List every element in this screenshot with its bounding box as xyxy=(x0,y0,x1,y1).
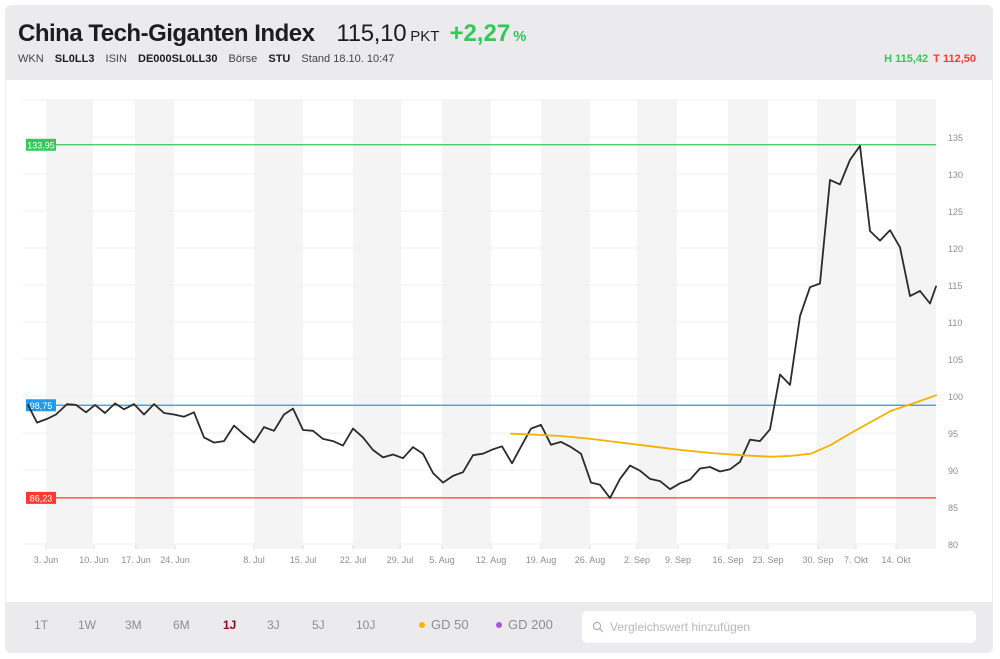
y-tick-label: 80 xyxy=(948,540,958,550)
timeframe-3j[interactable]: 3J xyxy=(267,618,280,632)
x-tick-label: 22. Jul xyxy=(340,555,367,565)
y-tick-label: 90 xyxy=(948,466,958,476)
timestamp: Stand 18.10. 10:47 xyxy=(301,53,395,65)
y-tick-label: 105 xyxy=(948,355,963,365)
x-tick-label: 7. Okt xyxy=(844,555,869,565)
x-tick-label: 15. Jul xyxy=(290,555,317,565)
reference-badge-average xyxy=(26,399,56,412)
y-tick-label: 115 xyxy=(948,281,962,291)
indicator-gd-200[interactable]: GD 200 xyxy=(496,617,553,632)
exchange-value: STU xyxy=(268,53,291,65)
week-band xyxy=(135,100,174,549)
x-tick-label: 29. Jul xyxy=(387,555,414,565)
timeframe-5j[interactable]: 5J xyxy=(312,618,325,632)
week-band xyxy=(541,100,590,549)
timeframe-6m[interactable]: 6M xyxy=(173,618,190,632)
high-low: H 115,42 T 112,50 xyxy=(884,53,976,65)
week-band xyxy=(353,100,401,549)
x-tick-label: 26. Aug xyxy=(575,555,606,565)
timeframe-3m[interactable]: 3M xyxy=(125,618,142,632)
x-tick-label: 14. Okt xyxy=(881,555,911,565)
price-change-unit: % xyxy=(513,28,527,45)
reference-badge-low xyxy=(26,491,56,504)
search-icon xyxy=(592,621,604,633)
y-tick-label: 110 xyxy=(948,318,962,328)
wkn-value: SL0LL3 xyxy=(54,53,95,65)
price-line xyxy=(27,145,937,500)
week-band xyxy=(254,100,303,549)
y-tick-label: 135 xyxy=(948,133,963,143)
day-low: T 112,50 xyxy=(933,53,976,65)
reference-badge-high xyxy=(26,138,56,151)
timeframe-1w[interactable]: 1W xyxy=(78,618,96,632)
exchange: Börse STU xyxy=(229,53,291,65)
last-price: 115,10 xyxy=(336,20,407,47)
week-band xyxy=(728,100,768,549)
x-tick-label: 30. Sep xyxy=(802,555,833,565)
indicator-label: GD 50 xyxy=(431,617,469,632)
wkn-label: WKN xyxy=(18,53,44,65)
x-tick-label: 5. Aug xyxy=(429,555,455,565)
y-tick-label: 95 xyxy=(948,429,958,439)
chart-widget: China Tech-Giganten Index 115,10 PKT +2,… xyxy=(5,5,993,653)
wkn: WKN SL0LL3 xyxy=(18,53,94,65)
x-tick-label: 17. Jun xyxy=(121,555,151,565)
price-chart[interactable]: 80 85 90 95 100 105 110 115 120 125 130 135 3. Jun 10… xyxy=(6,80,993,602)
compare-search[interactable] xyxy=(582,611,976,643)
indicator-label: GD 200 xyxy=(508,617,553,632)
x-tick-label: 2. Sep xyxy=(624,555,650,565)
y-tick-label: 120 xyxy=(948,244,963,254)
timeframe-10j[interactable]: 10J xyxy=(356,618,376,632)
isin-value: DE000SL0LL30 xyxy=(138,53,218,65)
week-band xyxy=(817,100,856,549)
quote-header: China Tech-Giganten Index 115,10 PKT +2,… xyxy=(6,6,992,80)
y-tick-label: 100 xyxy=(948,392,963,402)
reference-label-low: 86,23 xyxy=(30,493,53,503)
compare-search-input[interactable] xyxy=(610,620,950,634)
timeframe-1j[interactable]: 1J xyxy=(223,618,237,632)
price-change: +2,27 xyxy=(449,20,511,47)
week-band xyxy=(637,100,677,549)
x-tick-label: 19. Aug xyxy=(526,555,557,565)
isin: ISIN DE000SL0LL30 xyxy=(106,53,218,65)
week-band xyxy=(896,100,936,549)
indicator-gd-50[interactable]: GD 50 xyxy=(419,617,469,632)
chart-canvas[interactable]: 80 85 90 95 100 105 110 115 120 125 130 135 3. Jun 10… xyxy=(6,80,993,602)
x-tick-label: 16. Sep xyxy=(712,555,743,565)
reference-label-high: 133,95 xyxy=(27,140,55,150)
instrument-meta: WKN SL0LL3 ISIN DE000SL0LL30 Börse STU S… xyxy=(18,53,402,65)
y-tick-label: 125 xyxy=(948,207,963,217)
x-tick-label: 8. Jul xyxy=(243,555,265,565)
day-high: H 115,42 xyxy=(884,53,929,65)
gd50-line xyxy=(510,394,937,458)
legend-dot-icon xyxy=(419,621,425,628)
x-tick-label: 3. Jun xyxy=(34,555,59,565)
x-tick-label: 24. Jun xyxy=(160,555,190,565)
price-unit: PKT xyxy=(410,28,440,45)
isin-label: ISIN xyxy=(105,53,127,65)
chart-toolbar: 1T 1W 3M 6M 1J 3J 5J 10J GD 50 GD 200 xyxy=(6,602,992,652)
exchange-label: Börse xyxy=(228,53,258,65)
week-band xyxy=(46,100,93,549)
y-tick-label: 130 xyxy=(948,170,963,180)
y-tick-label: 85 xyxy=(948,503,958,513)
title-row: China Tech-Giganten Index 115,10 PKT +2,… xyxy=(18,20,527,48)
x-tick-label: 9. Sep xyxy=(665,555,691,565)
reference-label-average: 98,75 xyxy=(30,401,53,411)
x-tick-label: 10. Jun xyxy=(79,555,109,565)
week-band xyxy=(442,100,491,549)
instrument-title: China Tech-Giganten Index xyxy=(18,20,315,47)
x-tick-label: 23. Sep xyxy=(752,555,783,565)
legend-dot-icon xyxy=(496,621,502,628)
timeframe-1t[interactable]: 1T xyxy=(34,618,49,632)
x-tick-label: 12. Aug xyxy=(476,555,507,565)
